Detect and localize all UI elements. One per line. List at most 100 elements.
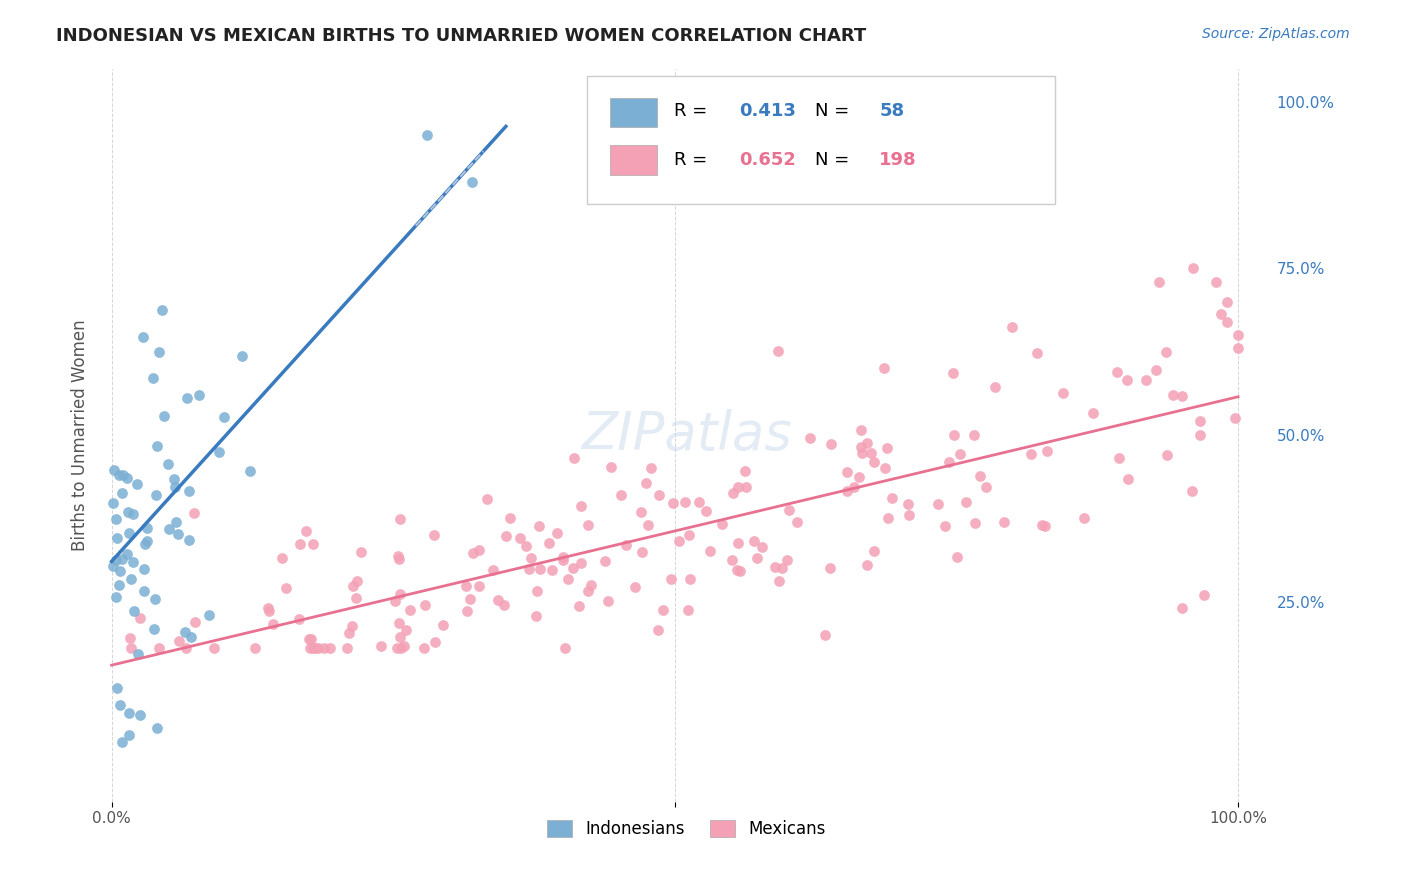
- Point: [104, 590, 127, 604]
- Point: [963, 428, 986, 442]
- Point: [231, 349, 253, 363]
- Point: [118, 706, 141, 720]
- Point: [174, 641, 197, 656]
- Point: [1156, 448, 1178, 462]
- Point: [851, 446, 873, 460]
- Point: [1171, 601, 1194, 615]
- Point: [458, 592, 481, 607]
- Point: [388, 630, 411, 644]
- Point: [1149, 275, 1171, 289]
- Text: 198: 198: [879, 151, 917, 169]
- Point: [993, 515, 1015, 529]
- Point: [1189, 414, 1212, 428]
- Point: [634, 476, 657, 491]
- Point: [163, 472, 186, 486]
- Point: [389, 587, 412, 601]
- Point: [135, 534, 157, 549]
- Point: [302, 641, 325, 656]
- Text: R =: R =: [675, 151, 713, 169]
- Point: [1001, 319, 1024, 334]
- Point: [527, 518, 550, 533]
- Point: [495, 528, 517, 542]
- Point: [132, 583, 155, 598]
- Point: [938, 454, 960, 468]
- Point: [1026, 346, 1049, 360]
- Point: [314, 641, 336, 656]
- Point: [1035, 518, 1057, 533]
- Point: [385, 641, 408, 656]
- Point: [134, 537, 156, 551]
- Point: [1227, 342, 1250, 356]
- Point: [118, 525, 141, 540]
- Point: [873, 360, 896, 375]
- Point: [108, 698, 131, 712]
- Point: [298, 632, 321, 647]
- Point: [1182, 261, 1205, 276]
- Point: [927, 497, 949, 511]
- Point: [388, 552, 411, 566]
- Point: [299, 632, 322, 647]
- Point: [562, 450, 585, 465]
- Point: [610, 488, 633, 502]
- Point: [120, 631, 142, 645]
- Point: [384, 593, 406, 607]
- Point: [678, 572, 700, 586]
- Point: [1035, 444, 1057, 458]
- Point: [183, 506, 205, 520]
- Point: [103, 463, 125, 477]
- Point: [337, 626, 360, 640]
- Point: [111, 734, 134, 748]
- Point: [128, 611, 150, 625]
- Point: [243, 641, 266, 656]
- Point: [1216, 294, 1239, 309]
- Point: [524, 609, 547, 624]
- Point: [1154, 345, 1177, 359]
- Text: INDONESIAN VS MEXICAN BIRTHS TO UNMARRIED WOMEN CORRELATION CHART: INDONESIAN VS MEXICAN BIRTHS TO UNMARRIE…: [56, 27, 866, 45]
- Point: [127, 647, 149, 661]
- Point: [454, 579, 477, 593]
- Point: [128, 708, 150, 723]
- Point: [1181, 483, 1204, 498]
- Point: [183, 615, 205, 630]
- Point: [294, 524, 316, 539]
- Point: [121, 507, 143, 521]
- Point: [965, 516, 987, 530]
- Point: [855, 558, 877, 573]
- Point: [110, 486, 132, 500]
- Point: [188, 388, 211, 402]
- Point: [468, 543, 491, 558]
- Point: [688, 495, 710, 509]
- Point: [165, 515, 187, 529]
- Point: [786, 516, 808, 530]
- Point: [509, 531, 531, 545]
- Point: [163, 480, 186, 494]
- Point: [1209, 308, 1232, 322]
- Point: [880, 491, 903, 505]
- Point: [208, 445, 231, 459]
- Point: [177, 533, 200, 547]
- Point: [647, 623, 669, 637]
- Point: [416, 128, 439, 143]
- FancyBboxPatch shape: [610, 145, 657, 175]
- Point: [983, 379, 1005, 393]
- Point: [148, 641, 170, 656]
- Point: [388, 615, 411, 630]
- Point: [876, 510, 898, 524]
- Point: [519, 561, 541, 575]
- Point: [842, 480, 865, 494]
- Point: [1223, 411, 1246, 425]
- Point: [1081, 406, 1104, 420]
- Point: [1135, 373, 1157, 387]
- Point: [344, 591, 367, 605]
- Point: [599, 459, 621, 474]
- Point: [711, 516, 734, 531]
- Text: ZIPatlas: ZIPatlas: [581, 409, 792, 461]
- Point: [725, 563, 748, 577]
- Point: [553, 553, 575, 567]
- Point: [110, 552, 132, 566]
- Point: [1144, 363, 1167, 377]
- Point: [413, 641, 436, 656]
- Point: [519, 551, 541, 566]
- Text: 0.413: 0.413: [738, 102, 796, 120]
- Point: [943, 427, 966, 442]
